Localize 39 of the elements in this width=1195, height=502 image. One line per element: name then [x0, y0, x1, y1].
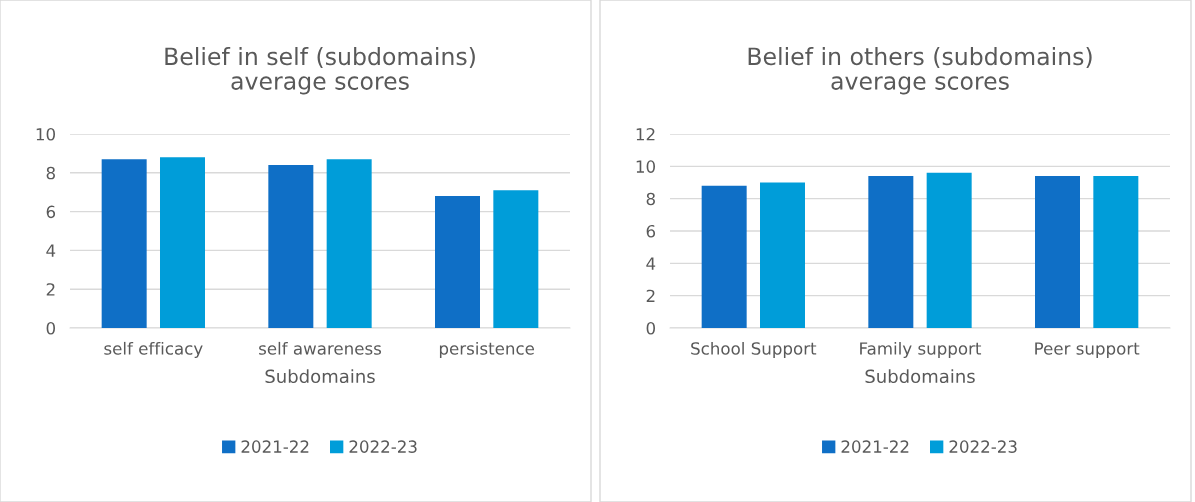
y-tick-label: 0 [646, 321, 655, 335]
y-tick-label: 2 [646, 289, 655, 302]
x-tick-label: self awareness [259, 341, 382, 355]
legend-label: 2022-23 [349, 440, 417, 453]
x-tick-label: persistence [439, 341, 535, 359]
bar [435, 196, 480, 328]
y-tick-label: 8 [646, 192, 655, 206]
bar [926, 172, 972, 328]
legend-label: 2021-22 [241, 440, 309, 453]
y-tick-label: 4 [46, 244, 56, 257]
y-tick-label: 12 [636, 127, 655, 141]
y-tick-label: 6 [646, 224, 656, 238]
x-tick-label: School Support [691, 341, 817, 359]
x-axis-title: Subdomains [865, 369, 975, 384]
bar [326, 159, 372, 328]
y-tick-label: 4 [646, 257, 656, 270]
y-tick-label: 8 [46, 166, 55, 180]
y-tick-label: 10 [36, 127, 55, 141]
bar [868, 176, 914, 328]
x-tick-label: Family support [860, 341, 982, 359]
x-tick-label: self efficacy [104, 341, 203, 359]
chart-title: Belief in others (subdomains) average scores [748, 46, 1092, 95]
x-axis-title: Subdomains [265, 369, 375, 384]
y-tick-label: 0 [46, 321, 55, 335]
bar [493, 190, 539, 328]
bar [1035, 176, 1080, 328]
y-tick-label: 6 [46, 205, 56, 219]
chart-title: Belief in self (subdomains) average scores [165, 46, 475, 95]
bar [268, 165, 314, 328]
bar [701, 185, 747, 328]
legend-label: 2022-23 [949, 440, 1017, 453]
x-tick-label: Peer support [1035, 342, 1140, 359]
y-tick-label: 10 [636, 160, 655, 173]
y-tick-label: 2 [46, 283, 55, 296]
legend-label: 2021-22 [841, 440, 909, 453]
bar [1093, 176, 1139, 328]
bar [760, 182, 805, 328]
bar [160, 157, 205, 328]
bar [101, 159, 147, 328]
